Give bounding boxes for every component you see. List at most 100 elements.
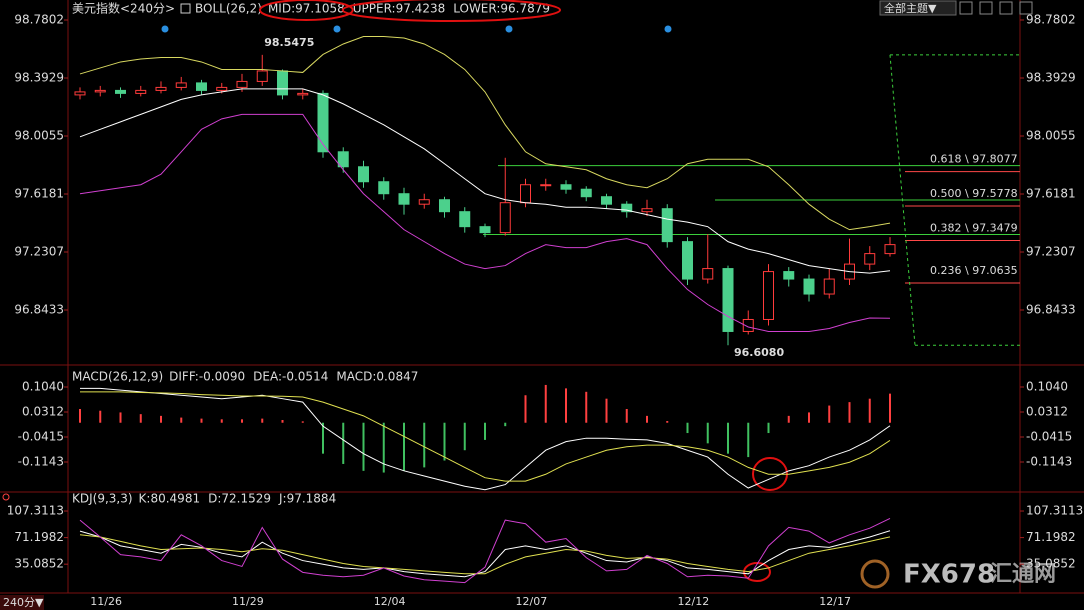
candle-body [398, 193, 410, 205]
tool-icon[interactable] [959, 1, 973, 15]
series-line [79, 518, 891, 584]
event-dot [505, 25, 513, 33]
event-dot [161, 25, 169, 33]
tool-icon[interactable] [1019, 1, 1033, 15]
y-tick-label: 97.2307 [1026, 245, 1076, 259]
y-tick-label: -0.0415 [1026, 429, 1072, 443]
x-tick-label: 11/29 [232, 595, 264, 608]
candle-body [621, 203, 633, 213]
candle-body [499, 202, 511, 234]
candle-body [702, 268, 714, 280]
candle-body [540, 184, 552, 187]
period-button-label[interactable]: 240分▼ [3, 596, 44, 609]
y-tick-label: 98.3929 [1026, 70, 1076, 84]
series-line [79, 113, 891, 332]
candle-body [135, 89, 147, 94]
y-tick-label: 98.3929 [14, 70, 64, 84]
fib-label: 0.618 \ 97.8077 [930, 153, 1018, 166]
candle-body [337, 151, 349, 168]
candle-body [94, 89, 106, 93]
candle-body [418, 199, 430, 205]
x-tick-label: 12/12 [678, 595, 710, 608]
candle-body [459, 211, 471, 228]
y-tick-label: -0.1143 [18, 455, 64, 469]
candle-body [803, 278, 815, 295]
series-line [79, 88, 891, 274]
candle-body [358, 166, 369, 183]
candle-body [661, 208, 673, 243]
series-line [80, 391, 891, 482]
y-tick-label: 0.0312 [22, 405, 64, 419]
candle-body [601, 196, 612, 205]
y-tick-label: 98.0055 [1026, 128, 1076, 142]
y-tick-label: -0.1143 [1026, 455, 1072, 469]
candle-body [864, 253, 876, 265]
y-tick-label: 71.1982 [14, 530, 64, 544]
panel-title: MACD(26,12,9) [72, 370, 163, 384]
symbol: 美元指数 [72, 1, 120, 16]
period: <240分> [120, 2, 175, 16]
candle-body [763, 271, 774, 320]
tool-icon[interactable] [999, 1, 1013, 15]
y-tick-label: 107.3113 [1026, 504, 1083, 518]
watermark-logo [860, 559, 890, 589]
theme-button-label[interactable]: 全部主题▼ [884, 1, 937, 15]
fib-label: 0.382 \ 97.3479 [930, 221, 1018, 234]
y-tick-label: 107.3113 [7, 504, 64, 518]
candle-body [439, 199, 450, 213]
legend-entry: MACD:0.0847 [336, 370, 418, 384]
series-line [79, 530, 891, 578]
y-tick-label: 98.7802 [1026, 13, 1076, 27]
legend-entry: DIFF:-0.0090 [169, 370, 245, 384]
fib-label: 0.500 \ 97.5778 [930, 187, 1018, 200]
candle-body [682, 241, 693, 280]
max-label: 98.5475 [264, 36, 314, 49]
fib-label: 0.236 \ 97.0635 [930, 264, 1018, 277]
series-line [79, 534, 891, 575]
series-line [80, 387, 891, 491]
x-tick-label: 12/17 [819, 595, 851, 608]
legend-entry: LOWER:96.7879 [453, 2, 550, 16]
highlight-ellipse [258, 0, 354, 21]
min-label: 96.6080 [734, 346, 784, 359]
y-tick-label: 35.0852 [14, 557, 64, 571]
y-tick-label: 96.8433 [1026, 303, 1076, 317]
y-tick-label: 0.0312 [1026, 405, 1068, 419]
theme-button[interactable] [879, 0, 957, 16]
y-tick-label: 35.0852 [1026, 557, 1076, 571]
panel-title: KDJ(9,3,3) [72, 492, 133, 506]
candle-body [742, 318, 754, 332]
series-line [79, 35, 891, 231]
candle-body [722, 268, 734, 332]
highlight-ellipse [341, 0, 561, 22]
y-tick-label: 98.7802 [14, 13, 64, 27]
legend-entry: DEA:-0.0514 [253, 370, 328, 384]
x-tick-label: 12/04 [374, 595, 406, 608]
period-button[interactable] [0, 595, 44, 610]
candle-body [115, 89, 126, 94]
candle-body [216, 86, 228, 91]
y-tick-label: -0.0415 [18, 429, 64, 443]
y-tick-label: 0.1040 [22, 380, 64, 394]
candle-body [277, 70, 288, 96]
legend-entry: UPPER:97.4238 [353, 2, 445, 16]
y-tick-label: 71.1982 [1026, 530, 1076, 544]
y-tick-label: 97.6181 [14, 186, 64, 200]
y-tick-label: 97.6181 [1026, 186, 1076, 200]
candle-body [175, 82, 187, 88]
candle-body [560, 184, 572, 190]
watermark: FX678 [903, 560, 995, 590]
legend-entry: D:72.1529 [208, 492, 271, 506]
candle-body [479, 226, 491, 234]
candle-body [317, 92, 329, 153]
candle-body [74, 91, 86, 96]
legend-entry: MID:97.1058 [268, 2, 345, 16]
highlight-circle [743, 562, 771, 582]
candle-body [297, 92, 309, 96]
candle-body [236, 80, 248, 88]
y-tick-label: 96.8433 [14, 303, 64, 317]
tool-icon[interactable] [979, 1, 993, 15]
x-tick-label: 11/26 [90, 595, 122, 608]
